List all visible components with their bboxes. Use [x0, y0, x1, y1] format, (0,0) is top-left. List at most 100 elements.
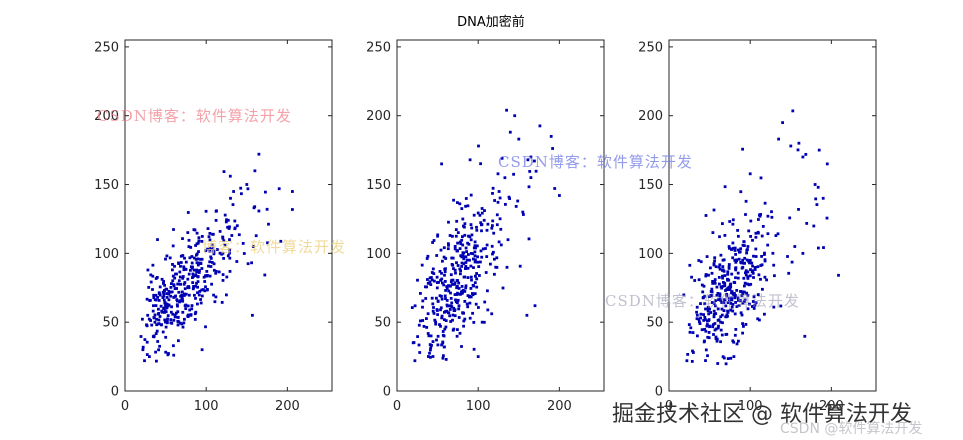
scatter-point [422, 325, 426, 328]
scatter-point [435, 308, 439, 311]
scatter-point [143, 338, 147, 341]
scatter-point [440, 316, 444, 320]
scatter-point [455, 279, 459, 282]
scatter-point [517, 137, 521, 141]
scatter-point [697, 278, 701, 282]
scatter-point [198, 290, 202, 293]
scatter-point [173, 287, 177, 290]
scatter-point [253, 205, 257, 209]
scatter-point [158, 285, 162, 289]
scatter-point [429, 348, 432, 352]
scatter-point [492, 231, 496, 235]
scatter-point [225, 293, 228, 297]
scatter-point [206, 247, 209, 251]
y-tick-label: 200 [94, 109, 119, 124]
scatter-point [503, 176, 507, 180]
scatter-point [429, 346, 433, 350]
scatter-point [204, 249, 208, 253]
scatter-point [463, 290, 467, 293]
scatter-point [447, 311, 451, 315]
scatter-point [184, 307, 188, 310]
scatter-point [445, 287, 449, 290]
scatter-point [209, 247, 212, 250]
scatter-point [417, 343, 421, 347]
scatter-point [453, 293, 457, 296]
scatter-point [452, 327, 456, 331]
scatter-point [712, 333, 715, 336]
scatter-point [756, 317, 760, 321]
scatter-point [498, 196, 502, 200]
axes-box [396, 39, 605, 392]
scatter-point [528, 170, 532, 173]
scatter-point [440, 314, 444, 318]
scatter-point [718, 267, 722, 271]
scatter-point [685, 359, 689, 363]
scatter-point [722, 309, 726, 312]
scatter-point [440, 271, 443, 275]
scatter-point [551, 147, 554, 150]
scatter-point [801, 252, 805, 255]
scatter-point [462, 324, 465, 328]
scatter-point [146, 268, 150, 272]
scatter-point [166, 353, 170, 357]
scatter-point [760, 234, 764, 238]
scatter-point [181, 325, 185, 329]
scatter-point [208, 260, 212, 264]
scatter-point [170, 282, 173, 285]
scatter-point [439, 306, 443, 310]
scatter-point [705, 324, 709, 328]
scatter-point [812, 224, 816, 228]
scatter-point [491, 186, 495, 190]
scatter-point [725, 294, 729, 298]
scatter-point [442, 354, 445, 358]
scatter-point [468, 158, 472, 162]
scatter-point [822, 246, 825, 249]
scatter-point [507, 195, 511, 199]
scatter-point [456, 201, 459, 204]
scatter-point [736, 271, 740, 275]
scatter-point [706, 305, 710, 309]
scatter-point [151, 288, 154, 291]
scatter-point [180, 290, 184, 294]
scatter-point [743, 284, 746, 288]
scatter-point [718, 282, 721, 286]
scatter-point [766, 232, 770, 236]
scatter-point [686, 353, 690, 356]
scatter-point [181, 237, 184, 240]
scatter-point [453, 309, 456, 312]
scatter-point [155, 323, 159, 327]
scatter-point [181, 254, 185, 257]
scatter-point [164, 303, 168, 306]
scatter-point [751, 271, 755, 275]
scatter-point [195, 261, 199, 265]
scatter-point [175, 298, 179, 301]
scatter-point [770, 210, 773, 214]
scatter-point [217, 270, 221, 274]
scatter-point [227, 227, 231, 230]
scatter-point [457, 281, 461, 285]
scatter-point [413, 359, 417, 363]
scatter-point [729, 356, 733, 360]
scatter-point [744, 269, 748, 273]
scatter-point [725, 292, 729, 296]
scatter-point [153, 313, 157, 317]
scatter-point [786, 255, 789, 258]
scatter-point [203, 280, 207, 283]
scatter-point [718, 263, 722, 267]
scatter-point [754, 255, 758, 258]
scatter-point [156, 312, 160, 316]
scatter-point [188, 308, 192, 312]
scatter-point [707, 336, 711, 340]
scatter-point [434, 320, 437, 324]
scatter-point [697, 259, 701, 262]
scatter-point [733, 312, 737, 316]
scatter-point [186, 231, 190, 234]
scatter-point [741, 331, 744, 335]
scatter-point [190, 261, 194, 265]
scatter-point [695, 305, 699, 309]
scatter-point [428, 276, 432, 280]
scatter-point [250, 261, 253, 265]
scatter-point [790, 260, 794, 264]
scatter-point [464, 284, 468, 288]
scatter-point [748, 274, 752, 278]
